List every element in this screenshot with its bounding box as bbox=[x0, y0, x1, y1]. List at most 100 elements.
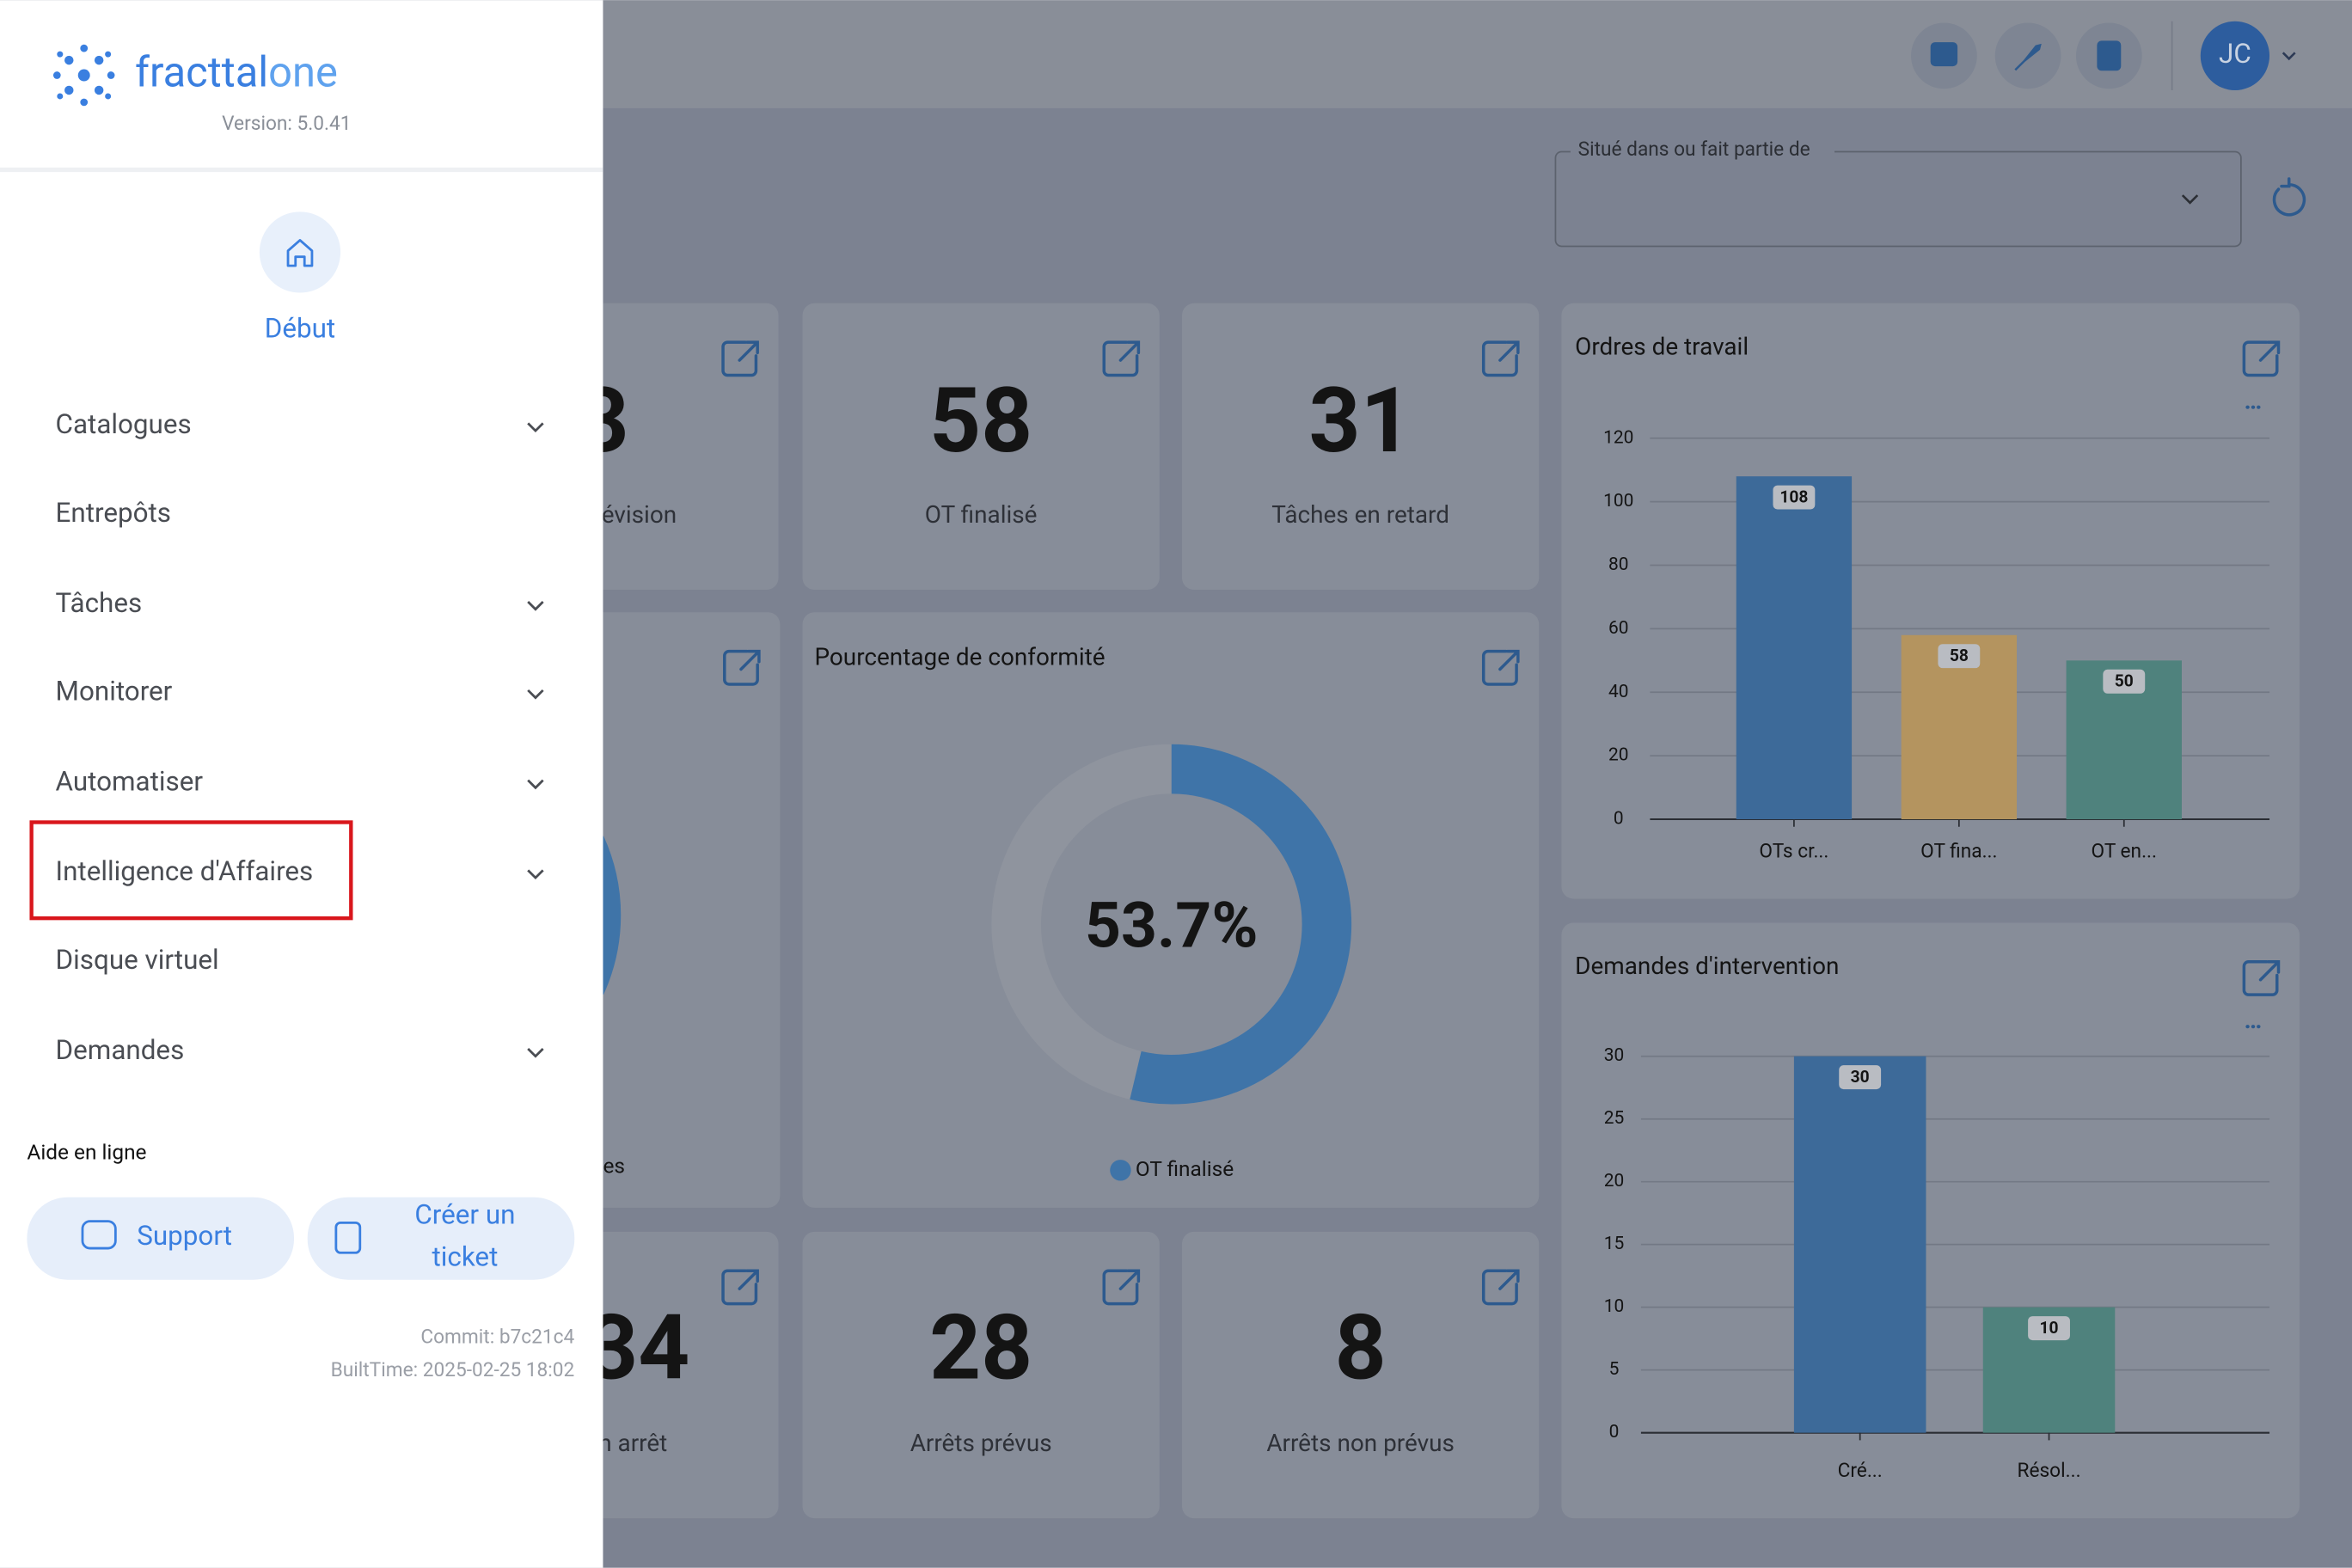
logo-dot bbox=[80, 44, 89, 52]
chart-menu[interactable]: … bbox=[2245, 386, 2263, 414]
value-label-bg bbox=[1839, 1065, 1882, 1090]
y-tick-label: 20 bbox=[1608, 745, 1629, 766]
support-button[interactable] bbox=[27, 1197, 294, 1280]
chart-title: Pourcentage de conformité bbox=[814, 643, 1105, 671]
menu-chevron bbox=[527, 1047, 544, 1058]
refresh-icon[interactable] bbox=[2272, 177, 2306, 217]
card bbox=[802, 303, 1160, 591]
filter-select[interactable] bbox=[1554, 150, 2242, 248]
home-button[interactable] bbox=[259, 211, 341, 293]
kpi-label: évision bbox=[602, 500, 677, 529]
menu-item[interactable]: Monitorer bbox=[56, 676, 173, 707]
donut-arc[interactable] bbox=[991, 744, 1352, 1105]
open-icon[interactable] bbox=[1102, 340, 1141, 377]
value-label-bg bbox=[2028, 1316, 2070, 1341]
value-label: 50 bbox=[2115, 671, 2134, 691]
x-tick-label: OT fina... bbox=[1920, 839, 1997, 862]
x-tick-label: Cré... bbox=[1838, 1459, 1883, 1482]
kpi-value: 31 bbox=[1309, 368, 1412, 474]
chart-menu[interactable]: … bbox=[2245, 1006, 2263, 1034]
logo-dot bbox=[57, 93, 64, 100]
bar[interactable] bbox=[1793, 1056, 1926, 1433]
legend-swatch bbox=[1110, 1160, 1131, 1181]
ticket-icon bbox=[334, 1221, 362, 1254]
value-label: 10 bbox=[2040, 1318, 2059, 1338]
highlight-box bbox=[29, 820, 353, 921]
open-icon[interactable] bbox=[1481, 649, 1520, 686]
y-tick-label: 10 bbox=[1604, 1296, 1625, 1317]
donut-value-label: 53.7% bbox=[1085, 888, 1259, 962]
kpi-label: OT finalisé bbox=[925, 500, 1038, 529]
open-icon[interactable] bbox=[2242, 340, 2281, 377]
header-icon bbox=[1930, 42, 1958, 67]
y-tick-label: 20 bbox=[1604, 1171, 1625, 1191]
value-label-bg bbox=[1938, 644, 1981, 669]
logo-dot bbox=[105, 51, 112, 58]
logo-dot bbox=[94, 55, 104, 65]
value-label: 108 bbox=[1779, 487, 1808, 506]
brand-part: one bbox=[268, 47, 338, 96]
y-tick-label: 60 bbox=[1608, 618, 1629, 639]
open-icon[interactable] bbox=[721, 1269, 759, 1306]
ticket-button[interactable] bbox=[307, 1197, 575, 1280]
open-icon[interactable] bbox=[721, 340, 759, 377]
header-icon bbox=[2014, 43, 2042, 71]
support-icon bbox=[81, 1220, 117, 1250]
avatar-chevron bbox=[2282, 52, 2296, 61]
open-icon[interactable] bbox=[1481, 1269, 1520, 1306]
y-tick-label: 80 bbox=[1608, 554, 1629, 575]
support-label: Support bbox=[137, 1220, 232, 1252]
card bbox=[802, 612, 1540, 1208]
y-tick-label: 0 bbox=[1609, 1422, 1620, 1442]
filter-chevron bbox=[2181, 194, 2199, 205]
help-title: Aide en ligne bbox=[27, 1140, 146, 1165]
menu-item[interactable]: Catalogues bbox=[56, 408, 192, 440]
menu-chevron bbox=[527, 422, 544, 433]
menu-item[interactable]: Intelligence d'Affaires bbox=[56, 855, 314, 887]
chart-title: Ordres de travail bbox=[1575, 332, 1749, 360]
logo-dot bbox=[107, 71, 115, 79]
value-label: 30 bbox=[1851, 1067, 1870, 1087]
y-tick-label: 15 bbox=[1604, 1234, 1625, 1254]
y-tick-label: 0 bbox=[1614, 809, 1624, 830]
open-icon[interactable] bbox=[723, 649, 761, 686]
sidebar: fracttalone Version: 5.0.41 Début Catalogue… bbox=[0, 0, 603, 1568]
menu-chevron bbox=[527, 601, 544, 611]
y-tick-label: 100 bbox=[1603, 491, 1633, 511]
logo-dot bbox=[52, 71, 61, 79]
x-tick-label: Résol... bbox=[2017, 1459, 2080, 1482]
menu-item[interactable]: Entrepôts bbox=[56, 497, 171, 529]
menu-item[interactable]: Demandes bbox=[56, 1034, 185, 1066]
kpi-value: 34 bbox=[586, 1295, 689, 1401]
logo-dot bbox=[77, 69, 90, 82]
menu-chevron bbox=[527, 689, 544, 700]
partial-legend: es bbox=[603, 1153, 625, 1178]
y-tick-label: 120 bbox=[1603, 427, 1633, 448]
y-tick-label: 5 bbox=[1609, 1359, 1620, 1380]
logo-dot bbox=[57, 51, 64, 58]
logo-dot bbox=[94, 85, 104, 95]
home-icon bbox=[286, 239, 314, 267]
menu-item[interactable]: Disque virtuel bbox=[56, 944, 219, 976]
kpi-value: 8 bbox=[1335, 1295, 1387, 1401]
avatar[interactable] bbox=[2200, 21, 2270, 90]
brand-part: fracttal bbox=[135, 47, 268, 96]
menu-item[interactable]: Automatiser bbox=[56, 765, 204, 797]
open-icon[interactable] bbox=[1102, 1269, 1141, 1306]
open-icon[interactable] bbox=[2242, 960, 2281, 996]
card bbox=[1181, 303, 1540, 591]
menu-chevron bbox=[527, 779, 544, 790]
menu-item[interactable]: Tâches bbox=[56, 587, 143, 619]
menu-chevron bbox=[527, 869, 544, 880]
x-tick-label: OTs cr... bbox=[1759, 839, 1828, 862]
avatar-initials: JC bbox=[2219, 38, 2251, 70]
chart-title: Demandes d'intervention bbox=[1575, 952, 1839, 980]
filter-label-bg bbox=[1570, 138, 1835, 162]
version: Version: 5.0.41 bbox=[222, 112, 351, 135]
open-icon[interactable] bbox=[1481, 340, 1520, 377]
y-tick-label: 40 bbox=[1608, 682, 1629, 702]
kpi-label: Tâches en retard bbox=[1271, 500, 1449, 529]
x-tick-label: OT en... bbox=[2092, 839, 2157, 862]
bar[interactable] bbox=[1736, 476, 1853, 820]
